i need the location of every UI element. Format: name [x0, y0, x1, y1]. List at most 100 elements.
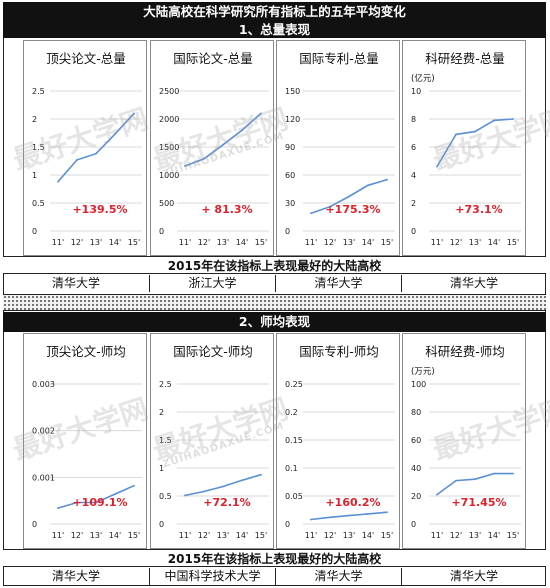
- x-tick-label: 11': [305, 531, 317, 540]
- data-point: [436, 165, 438, 168]
- series-line: [436, 472, 513, 496]
- chart-title: 科研经费-总量: [425, 51, 505, 66]
- y-tick-label: 1.5: [159, 436, 172, 445]
- data-point: [512, 118, 514, 120]
- line-chart: 科研经费-总量 (亿元) 0 2 4 6 8 10 11' 12' 13' 14' 15' +73.1%: [411, 51, 521, 247]
- y-tick-label: 60: [411, 436, 421, 445]
- data-point: [493, 472, 495, 475]
- y-tick-label: 0: [159, 520, 164, 529]
- data-point: [367, 184, 369, 187]
- data-point: [95, 501, 97, 504]
- chart-panel: 国际论文-总量 0 500 1000 1500 2000 2500 11' 12' 13' 14' 1…: [150, 40, 274, 256]
- data-point: [57, 180, 59, 183]
- data-point: [76, 158, 78, 161]
- y-tick-label: 2: [159, 408, 164, 417]
- y-tick-label: 0.002: [32, 427, 55, 436]
- y-tick-label: 0: [411, 227, 416, 236]
- x-tick-label: 13': [90, 531, 102, 540]
- y-tick-label: 1: [159, 464, 164, 473]
- data-point: [310, 212, 312, 215]
- data-point: [241, 129, 243, 132]
- y-tick-label: 0.1: [285, 464, 298, 473]
- growth-rate-label: + 81.3%: [201, 203, 252, 216]
- y-tick-label: 0.05: [285, 492, 303, 501]
- best-university-heading-1: 2015年在该指标上表现最好的大陆高校: [3, 256, 546, 274]
- best-university-cell: 清华大学: [276, 568, 402, 585]
- best-university-cell: 浙江大学: [150, 275, 276, 292]
- x-tick-label: 12': [198, 238, 210, 247]
- growth-rate-label: +72.1%: [203, 496, 250, 509]
- data-point: [203, 157, 205, 160]
- y-tick-label: 0.5: [32, 199, 45, 208]
- chart-panel: 国际论文-师均 0 0.5 1 1.5 2 2.5 11' 12' 13' 14' 15' +72.1%: [150, 333, 274, 549]
- data-point: [133, 484, 135, 487]
- x-tick-label: 12': [198, 531, 210, 540]
- x-tick-label: 12': [450, 531, 462, 540]
- data-point: [493, 119, 495, 122]
- growth-rate-label: +109.1%: [72, 496, 127, 509]
- y-tick-label: 0.003: [32, 380, 55, 389]
- y-tick-label: 150: [285, 87, 300, 96]
- data-point: [329, 516, 331, 519]
- x-tick-label: 14': [109, 531, 121, 540]
- x-tick-label: 11': [179, 238, 191, 247]
- section-1-header: 1、总量表现: [3, 22, 546, 38]
- y-tick-label: 500: [159, 199, 174, 208]
- x-tick-label: 13': [343, 238, 355, 247]
- x-tick-label: 13': [217, 238, 229, 247]
- chart-title: 国际论文-师均: [173, 344, 253, 359]
- y-tick-label: 0.15: [285, 436, 303, 445]
- y-tick-label: 0: [159, 227, 164, 236]
- x-tick-label: 15': [128, 238, 140, 247]
- x-tick-label: 15': [507, 238, 519, 247]
- y-tick-label: 80: [411, 408, 421, 417]
- x-tick-label: 13': [469, 238, 481, 247]
- x-tick-label: 14': [488, 238, 500, 247]
- chart-title: 顶尖论文-师均: [46, 344, 126, 359]
- y-tick-label: 1500: [159, 143, 179, 152]
- data-point: [348, 514, 350, 517]
- data-point: [474, 130, 476, 133]
- data-point: [386, 511, 388, 514]
- y-tick-label: 100: [411, 380, 426, 389]
- data-point: [222, 143, 224, 146]
- y-tick-label: 1.5: [32, 143, 45, 152]
- x-tick-label: 13': [217, 531, 229, 540]
- x-tick-label: 12': [324, 531, 336, 540]
- unit-label: (亿元): [411, 73, 435, 84]
- chart-title: 国际专利-总量: [299, 51, 379, 66]
- x-tick-label: 11': [431, 531, 443, 540]
- growth-rate-label: +73.1%: [455, 203, 502, 216]
- data-point: [260, 473, 262, 476]
- data-point: [57, 507, 59, 510]
- y-tick-label: 0: [32, 227, 37, 236]
- y-tick-label: 2000: [159, 115, 179, 124]
- chart-panel: 顶尖论文-师均 0 0.001 0.002 0.003 11' 12' 13' 14' 15' +1…: [23, 333, 147, 549]
- chart-title: 国际专利-师均: [299, 344, 379, 359]
- data-point: [310, 518, 312, 521]
- chart-panel: 科研经费-师均 (万元) 0 20 40 60 80 100 11' 12' 13' 14' 15' +7…: [402, 333, 526, 549]
- data-point: [133, 112, 135, 115]
- best-university-heading-2: 2015年在该指标上表现最好的大陆高校: [3, 549, 546, 567]
- chart-panel: 顶尖论文-总量 0 0.5 1 1.5 2 2.5 11' 12' 13' 14' 15' +139.5…: [23, 40, 147, 256]
- y-tick-label: 2: [32, 115, 37, 124]
- x-tick-label: 11': [52, 531, 64, 540]
- best-university-cell: 清华大学: [3, 568, 150, 585]
- unit-label: (万元): [411, 367, 435, 377]
- data-point: [329, 205, 331, 208]
- data-point: [184, 165, 186, 167]
- y-tick-label: 10: [411, 87, 421, 96]
- y-tick-label: 0: [32, 520, 37, 529]
- data-point: [95, 152, 97, 155]
- y-tick-label: 120: [285, 115, 300, 124]
- x-tick-label: 11': [305, 238, 317, 247]
- y-tick-label: 1000: [159, 171, 179, 180]
- best-university-cell: 中国科学技术大学: [150, 568, 276, 585]
- y-tick-label: 4: [411, 171, 416, 180]
- data-point: [474, 478, 476, 481]
- x-tick-label: 14': [362, 238, 374, 247]
- chart-panel: 国际专利-总量 0 30 60 90 120 150 11' 12' 13' 14' 15' +175.…: [276, 40, 400, 256]
- y-tick-label: 0.25: [285, 380, 303, 389]
- y-tick-label: 40: [411, 464, 421, 473]
- data-point: [455, 479, 457, 482]
